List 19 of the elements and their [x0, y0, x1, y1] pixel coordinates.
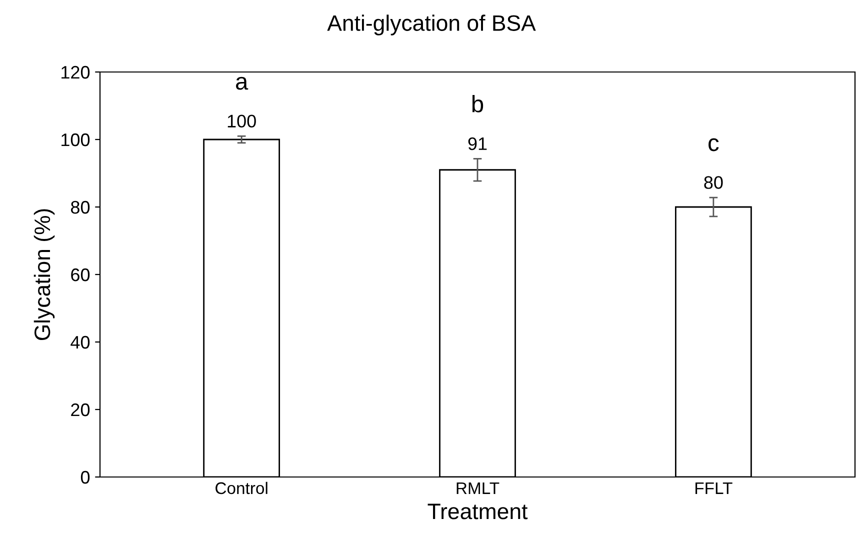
y-tick-label: 40	[70, 336, 90, 349]
y-tick-label: 60	[71, 268, 90, 282]
annotation: b	[472, 95, 484, 112]
y-tick-label: 100	[62, 133, 90, 146]
annotation: c	[708, 138, 719, 152]
data-label: 80	[704, 176, 723, 189]
x-tick-label: FFLT	[696, 482, 732, 494]
x-axis-title: Treatment	[428, 504, 528, 520]
y-tick-label: 80	[70, 200, 90, 214]
y-tick-label: 0	[80, 470, 90, 484]
data-label: 91	[468, 137, 487, 150]
y-tick-label: 120	[62, 66, 90, 79]
data-label: 100	[228, 114, 256, 128]
x-tick-label: Control	[216, 482, 268, 494]
annotation: a	[236, 76, 248, 90]
x-tick-label: RMLT	[456, 482, 500, 494]
y-axis-title: Glycation (%)	[34, 209, 55, 340]
y-tick-label: 20	[71, 403, 90, 416]
chart-title: Anti-glycation of BSA	[327, 14, 536, 36]
